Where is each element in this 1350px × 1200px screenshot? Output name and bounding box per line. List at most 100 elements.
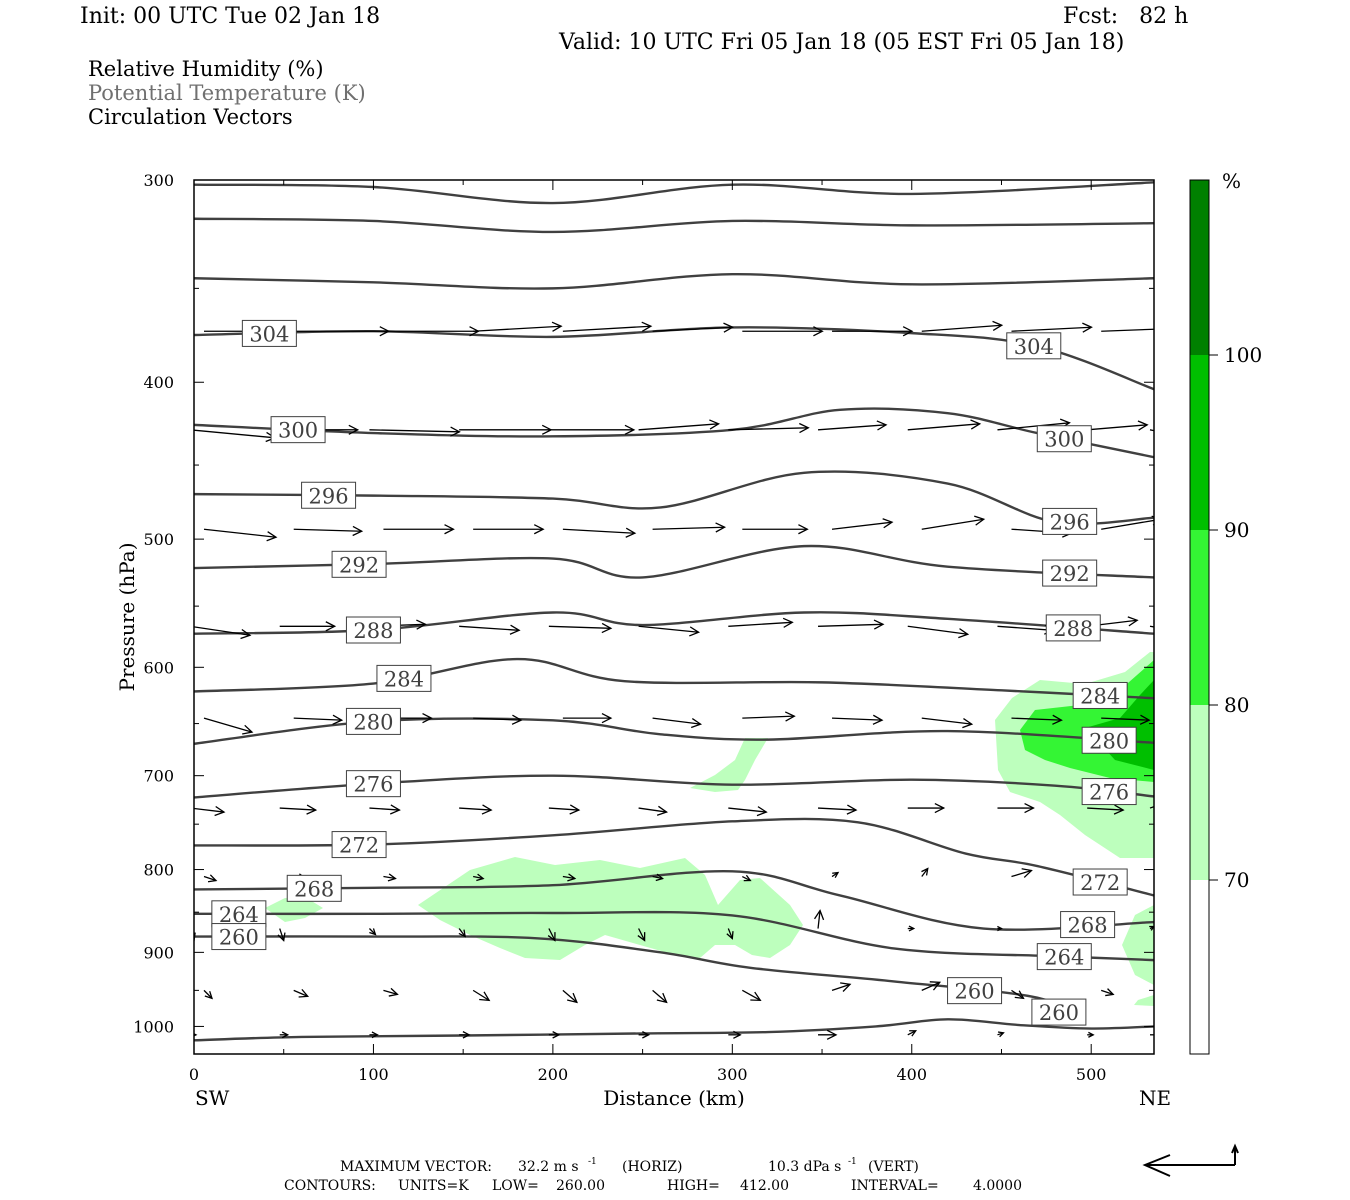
isentrope-288 [194, 611, 1154, 635]
vector-arrow [547, 928, 556, 942]
contour-label-288: 288 [1053, 617, 1093, 641]
x-tick-label: 100 [358, 1065, 389, 1084]
contour-label-264: 264 [1044, 946, 1084, 970]
contours-high-val: 412.00 [740, 1178, 789, 1194]
isentrope-268 [194, 869, 1154, 931]
vector-arrow [459, 804, 493, 815]
x-tick-label: 500 [1076, 1065, 1107, 1084]
vector-arrow [726, 928, 734, 940]
vector-arrow [279, 804, 318, 815]
contour-label-box [1036, 943, 1092, 971]
isentrope-300 [194, 217, 1154, 234]
contour-label-292: 292 [339, 553, 379, 577]
vector-arrow [997, 925, 1003, 932]
vector-arrow [907, 925, 916, 932]
rh-70-mid-patch [690, 738, 768, 792]
colorbar: % 100 90 80 70 [1189, 169, 1262, 1055]
colorbar-unit: % [1222, 169, 1241, 193]
vector-arrow [194, 932, 196, 942]
contour-label-box [1072, 868, 1128, 896]
contours-low-val: 260.00 [556, 1178, 605, 1194]
contour-label-box [1042, 559, 1098, 587]
vector-arrow [818, 619, 885, 630]
vector-arrow [638, 419, 721, 431]
max-vector-vert-tag: (VERT) [868, 1159, 919, 1175]
vector-arrow [1011, 989, 1025, 1000]
vector-arrow [907, 419, 982, 431]
vector-arrow [562, 873, 577, 882]
colorbar-tick-80: 80 [1224, 693, 1249, 717]
contour-label-box [947, 977, 1003, 1005]
vector-arrow [817, 420, 888, 431]
contour-label-box [345, 616, 401, 644]
vector-arrow [562, 713, 613, 724]
max-vector-horiz: 32.2 m s [518, 1159, 579, 1175]
contour-label-260: 260 [955, 980, 995, 1004]
contour-label-296: 296 [309, 484, 349, 508]
vector-arrow [1101, 515, 1154, 530]
colorbar-tick-90: 90 [1224, 518, 1249, 542]
vector-arrow [203, 989, 214, 1000]
vector-arrow [742, 326, 824, 337]
colorbar-70 [1190, 705, 1209, 880]
contour-label-box [211, 900, 267, 928]
vector-arrow [368, 928, 377, 936]
vector-arrow [742, 874, 752, 882]
legend-vectors: Circulation Vectors [88, 105, 293, 129]
vector-arrow [831, 871, 840, 878]
contours-units: UNITS=K [398, 1178, 469, 1194]
vector-arrow [458, 928, 467, 938]
contour-label-box [1045, 614, 1101, 642]
contour-label-280: 280 [1089, 729, 1129, 753]
y-axis-title: Pressure (hPa) [115, 543, 139, 692]
isentrope-260 [194, 935, 1075, 1023]
contour-label-box [286, 874, 342, 902]
max-vector-horiz-tag: (HORIZ) [622, 1159, 682, 1175]
vector-arrow [279, 621, 337, 632]
vector-arrow [459, 424, 553, 435]
vector-arrow [383, 987, 399, 997]
vector-arrow [652, 717, 703, 729]
contour-label-box [331, 831, 387, 859]
vector-arrow [818, 804, 858, 815]
contour-label-box [345, 707, 401, 735]
vector-arrow [562, 527, 637, 538]
vector-arrow [473, 524, 545, 535]
isentrope-300 [194, 407, 1154, 459]
contour-label-box [345, 770, 401, 798]
vector-arrow [279, 1031, 290, 1039]
contour-label-box [301, 481, 357, 509]
contour-label-284: 284 [1080, 684, 1120, 708]
x-tick-label: 400 [896, 1065, 927, 1084]
rh-70-right-bottom [1134, 995, 1154, 1006]
y-tick-label: 500 [143, 530, 174, 549]
vector-arrow [194, 1033, 198, 1037]
vector-arrow [652, 322, 735, 333]
vector-arrow [637, 928, 646, 942]
surface-contour [194, 1018, 1154, 1042]
contour-label-box [376, 664, 432, 692]
vector-arrow [459, 1031, 471, 1039]
contour-label-box [331, 550, 387, 578]
legend-theta: Potential Temperature (K) [88, 81, 366, 105]
contours-high: HIGH= [667, 1178, 720, 1194]
vector-arrow [921, 515, 986, 530]
rh-70-small-patch [265, 897, 323, 922]
rh-70-right-lower [1122, 905, 1154, 985]
contour-label-box [1006, 332, 1062, 360]
vector-arrow [1011, 322, 1093, 333]
vector-arrow [473, 714, 523, 725]
vector-arrow [194, 429, 277, 443]
vector-arrow [921, 981, 942, 991]
vector-arrow [203, 528, 278, 542]
vector-arrow [742, 711, 796, 722]
rh-90-core [1085, 680, 1154, 770]
vector-arrow [742, 524, 809, 535]
vector-arrow [383, 524, 455, 535]
vector-arrow [652, 873, 665, 882]
vector-arrow [548, 1031, 561, 1039]
vector-arrow [921, 717, 974, 729]
contour-label-272: 272 [339, 834, 379, 858]
colorbar-tick-100: 100 [1224, 343, 1262, 367]
valid-time: Valid: 10 UTC Fri 05 Jan 18 (05 EST Fri … [559, 30, 1125, 55]
